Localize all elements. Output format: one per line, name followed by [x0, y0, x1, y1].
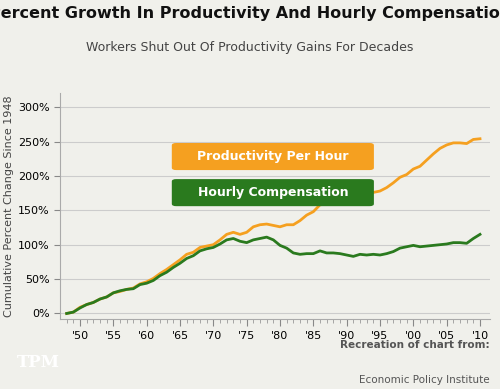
- FancyBboxPatch shape: [172, 179, 374, 206]
- Text: Hourly Compensation: Hourly Compensation: [198, 186, 348, 199]
- Text: TPM: TPM: [17, 354, 60, 371]
- Text: Workers Shut Out Of Productivity Gains For Decades: Workers Shut Out Of Productivity Gains F…: [86, 41, 413, 54]
- FancyBboxPatch shape: [172, 143, 374, 170]
- Text: Productivity Per Hour: Productivity Per Hour: [197, 150, 348, 163]
- Text: Recreation of chart from:: Recreation of chart from:: [340, 340, 490, 350]
- Text: Percent Growth In Productivity And Hourly Compensation: Percent Growth In Productivity And Hourl…: [0, 6, 500, 21]
- Y-axis label: Cumulative Percent Change Since 1948: Cumulative Percent Change Since 1948: [4, 95, 14, 317]
- Text: Economic Policy Institute: Economic Policy Institute: [360, 375, 490, 385]
